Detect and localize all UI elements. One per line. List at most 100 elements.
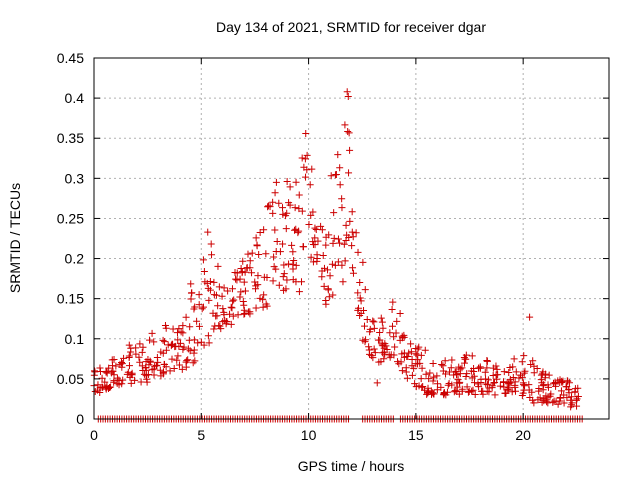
data-point	[489, 364, 497, 372]
data-point	[212, 291, 220, 299]
data-point	[342, 221, 350, 229]
data-point	[468, 374, 476, 382]
data-point	[322, 241, 330, 249]
data-point	[241, 268, 249, 276]
data-point	[408, 371, 416, 379]
data-point	[302, 129, 310, 137]
chart-title: Day 134 of 2021, SRMTID for receiver dga…	[216, 19, 486, 35]
data-point	[349, 233, 357, 241]
data-point	[477, 387, 485, 395]
data-point	[256, 229, 264, 237]
data-point	[169, 325, 177, 333]
data-point	[286, 183, 294, 191]
data-point	[415, 382, 423, 390]
data-point	[160, 338, 168, 346]
data-point	[434, 380, 442, 388]
x-tick-label: 10	[301, 427, 317, 443]
data-point	[429, 389, 437, 397]
data-point	[263, 274, 271, 282]
data-point	[392, 329, 400, 337]
data-point	[159, 336, 167, 344]
data-point	[123, 370, 131, 378]
data-point	[322, 296, 330, 304]
data-point	[255, 250, 263, 258]
data-point	[529, 396, 537, 404]
data-point	[568, 401, 576, 409]
data-point	[131, 376, 139, 384]
data-point	[143, 378, 151, 386]
data-point	[521, 382, 529, 390]
data-point	[510, 355, 518, 363]
data-point	[168, 340, 176, 348]
data-point	[330, 209, 338, 217]
data-point	[572, 396, 580, 404]
data-point	[511, 381, 519, 389]
data-point	[289, 276, 297, 284]
data-point	[154, 358, 162, 366]
data-point	[528, 388, 536, 396]
data-point	[349, 269, 357, 277]
data-point	[339, 278, 347, 286]
data-point	[407, 348, 415, 356]
data-point	[228, 285, 236, 293]
data-point	[290, 256, 298, 264]
data-point	[282, 285, 290, 293]
data-point	[166, 367, 174, 375]
data-point	[205, 339, 213, 347]
data-point	[179, 322, 187, 330]
data-point	[505, 369, 513, 377]
data-point	[200, 268, 208, 276]
data-point	[148, 366, 156, 374]
data-point	[506, 379, 514, 387]
data-point	[324, 285, 332, 293]
data-point	[96, 364, 104, 372]
data-point	[144, 356, 152, 364]
data-point	[303, 166, 311, 174]
data-point	[336, 239, 344, 247]
data-point	[458, 364, 466, 372]
data-point	[414, 345, 422, 353]
data-point	[518, 358, 526, 366]
data-point	[282, 225, 290, 233]
data-point	[334, 235, 342, 243]
data-point	[168, 355, 176, 363]
data-point	[320, 282, 328, 290]
data-point	[366, 325, 374, 333]
data-point	[241, 287, 249, 295]
data-point	[94, 381, 102, 389]
data-point	[535, 384, 543, 392]
data-point	[326, 272, 334, 280]
data-point	[331, 171, 339, 179]
data-point	[484, 376, 492, 384]
data-point	[422, 370, 430, 378]
data-point	[468, 352, 476, 360]
data-point	[398, 367, 406, 375]
data-point	[132, 350, 140, 358]
data-point	[125, 341, 133, 349]
data-point	[464, 388, 472, 396]
data-point	[483, 381, 491, 389]
data-point	[571, 388, 579, 396]
data-point	[176, 339, 184, 347]
data-point	[391, 343, 399, 351]
data-point	[292, 261, 300, 269]
data-point	[483, 357, 491, 365]
data-point	[195, 291, 203, 299]
data-point	[407, 340, 415, 348]
data-point	[462, 351, 470, 359]
data-point	[208, 251, 216, 259]
data-point	[256, 294, 264, 302]
data-point	[379, 324, 387, 332]
data-point	[273, 238, 281, 246]
data-point	[493, 365, 501, 373]
data-point	[309, 258, 317, 266]
x-axis-label: GPS time / hours	[298, 458, 405, 474]
data-point	[453, 371, 461, 379]
data-point	[343, 88, 351, 96]
data-point	[398, 332, 406, 340]
data-point	[207, 240, 215, 248]
data-point	[318, 267, 326, 275]
data-point	[329, 291, 337, 299]
data-point	[512, 368, 520, 376]
